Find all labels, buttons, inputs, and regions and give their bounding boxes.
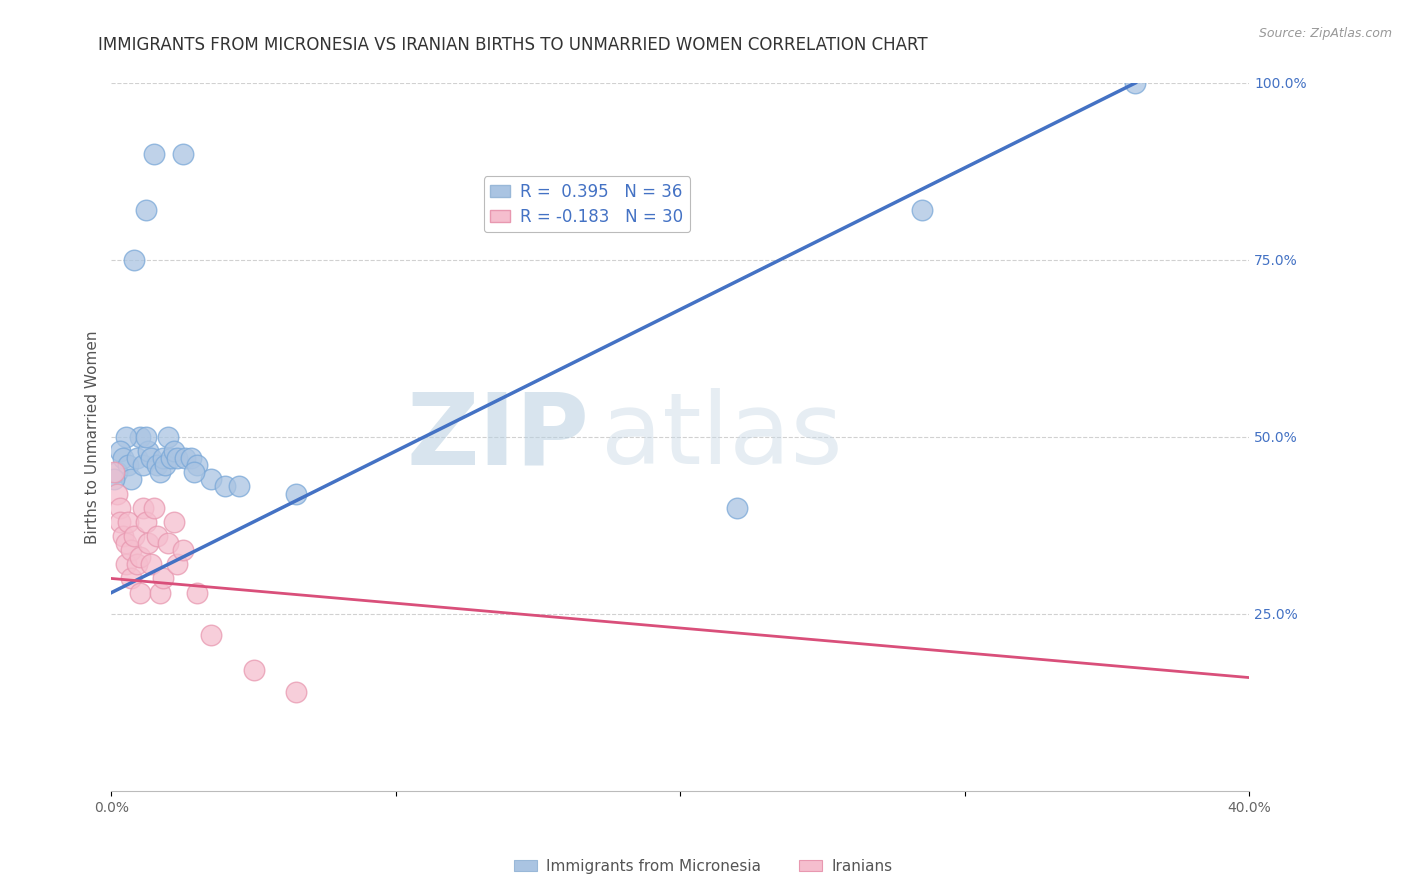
Point bbox=[146, 529, 169, 543]
Point bbox=[172, 543, 194, 558]
Point bbox=[135, 515, 157, 529]
Point bbox=[149, 465, 172, 479]
Point bbox=[725, 500, 748, 515]
Point bbox=[152, 572, 174, 586]
Point bbox=[183, 465, 205, 479]
Point bbox=[135, 203, 157, 218]
Point bbox=[160, 451, 183, 466]
Point bbox=[122, 529, 145, 543]
Legend: R =  0.395   N = 36, R = -0.183   N = 30: R = 0.395 N = 36, R = -0.183 N = 30 bbox=[484, 177, 690, 232]
Point bbox=[138, 536, 160, 550]
Point bbox=[135, 430, 157, 444]
Point bbox=[1125, 76, 1147, 90]
Point bbox=[166, 451, 188, 466]
Point bbox=[125, 451, 148, 466]
Point bbox=[125, 558, 148, 572]
Point bbox=[122, 252, 145, 267]
Point bbox=[128, 585, 150, 599]
Point bbox=[131, 458, 153, 473]
Point bbox=[166, 558, 188, 572]
Point bbox=[103, 472, 125, 486]
Point bbox=[108, 515, 131, 529]
Point bbox=[117, 458, 139, 473]
Point bbox=[138, 444, 160, 458]
Point bbox=[141, 558, 163, 572]
Text: ZIP: ZIP bbox=[406, 388, 589, 485]
Point bbox=[163, 515, 186, 529]
Text: atlas: atlas bbox=[600, 388, 842, 485]
Point bbox=[131, 500, 153, 515]
Point bbox=[120, 472, 142, 486]
Point bbox=[200, 472, 222, 486]
Point bbox=[911, 203, 934, 218]
Point bbox=[128, 550, 150, 565]
Point bbox=[152, 451, 174, 466]
Point bbox=[143, 500, 166, 515]
Point bbox=[174, 451, 197, 466]
Point bbox=[111, 529, 134, 543]
Legend: Immigrants from Micronesia, Iranians: Immigrants from Micronesia, Iranians bbox=[508, 853, 898, 880]
Point bbox=[128, 430, 150, 444]
Point bbox=[111, 451, 134, 466]
Point bbox=[285, 684, 308, 698]
Point bbox=[114, 536, 136, 550]
Point bbox=[117, 515, 139, 529]
Point bbox=[120, 572, 142, 586]
Point bbox=[200, 628, 222, 642]
Point bbox=[155, 458, 177, 473]
Point bbox=[172, 146, 194, 161]
Point bbox=[180, 451, 202, 466]
Point bbox=[120, 543, 142, 558]
Text: Source: ZipAtlas.com: Source: ZipAtlas.com bbox=[1258, 27, 1392, 40]
Point bbox=[214, 479, 236, 493]
Point bbox=[186, 458, 208, 473]
Point bbox=[114, 430, 136, 444]
Point bbox=[146, 458, 169, 473]
Text: IMMIGRANTS FROM MICRONESIA VS IRANIAN BIRTHS TO UNMARRIED WOMEN CORRELATION CHAR: IMMIGRANTS FROM MICRONESIA VS IRANIAN BI… bbox=[98, 36, 928, 54]
Point bbox=[105, 465, 128, 479]
Point bbox=[108, 444, 131, 458]
Point bbox=[105, 486, 128, 500]
Point bbox=[285, 486, 308, 500]
Point bbox=[103, 465, 125, 479]
Point bbox=[228, 479, 250, 493]
Point bbox=[143, 146, 166, 161]
Point bbox=[141, 451, 163, 466]
Y-axis label: Births to Unmarried Women: Births to Unmarried Women bbox=[86, 330, 100, 543]
Point bbox=[186, 585, 208, 599]
Point bbox=[157, 430, 180, 444]
Point bbox=[108, 500, 131, 515]
Point bbox=[163, 444, 186, 458]
Point bbox=[114, 558, 136, 572]
Point bbox=[149, 585, 172, 599]
Point bbox=[242, 664, 264, 678]
Point bbox=[157, 536, 180, 550]
